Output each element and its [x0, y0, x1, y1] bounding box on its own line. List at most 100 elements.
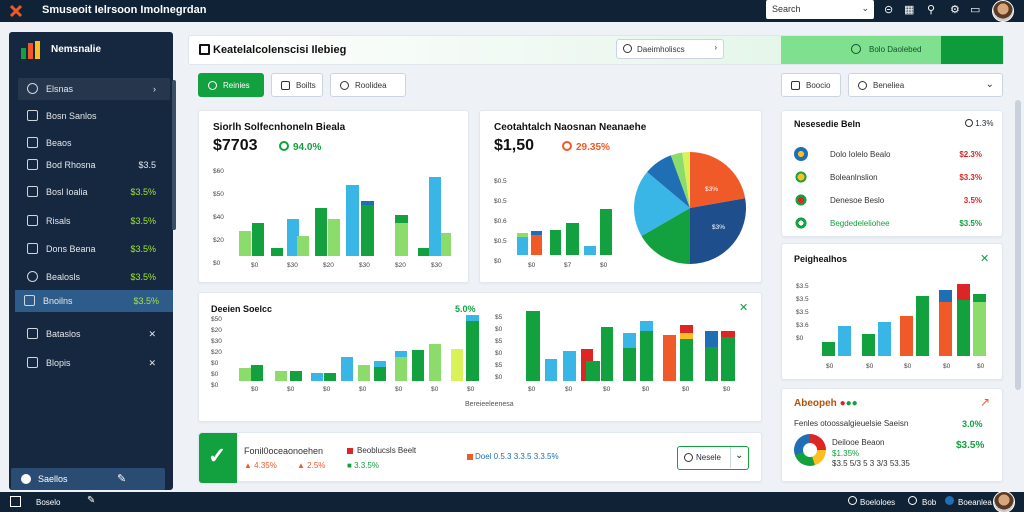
- close-icon[interactable]: ✕: [148, 358, 156, 368]
- sidebar-item-0[interactable]: Elsnas ›: [18, 78, 170, 100]
- sidebar-item-label: Bnoilns: [43, 296, 73, 306]
- y-tick-label: $3.5: [796, 296, 809, 303]
- sales-bar-chart: $60 $50 $40 $20 $0 $0 $30 $20 $30 $20 $30: [213, 168, 451, 269]
- y-tick-label: $0.5: [494, 238, 507, 245]
- pen-icon[interactable]: ✎: [117, 473, 127, 485]
- date-filter-pill[interactable]: Daeimholiscs ›: [616, 39, 724, 59]
- pen-icon[interactable]: ✎: [87, 495, 96, 506]
- pie-slice: [670, 152, 690, 208]
- refresh-button[interactable]: Reinies: [198, 73, 264, 97]
- close-icon[interactable]: ✕: [980, 253, 990, 265]
- sidebar-item-3[interactable]: Bod Rhosna $3.5: [18, 154, 170, 176]
- settings-icon: [21, 474, 31, 484]
- x-tick-label: $0: [977, 363, 985, 370]
- export-button[interactable]: Roolidea: [330, 73, 406, 97]
- filter-select-label: Beneliea: [873, 81, 905, 90]
- sidebar-item-7[interactable]: Bealosls $3.5%: [18, 266, 170, 288]
- sidebar-scrollbar[interactable]: [172, 80, 176, 230]
- page-scrollbar[interactable]: [1015, 100, 1021, 390]
- chat-icon[interactable]: ⊝: [884, 4, 894, 16]
- list-item[interactable]: Denesoe Beslo 3.5%: [794, 192, 994, 210]
- y-tick-label: $0: [213, 260, 221, 267]
- status-banner[interactable]: Bolo Daolebed: [781, 36, 941, 64]
- notification-icon[interactable]: [945, 496, 954, 505]
- sales-value: $7703: [213, 137, 258, 154]
- chart-bar: [957, 284, 970, 300]
- calendar-icon[interactable]: [10, 496, 21, 507]
- circle-icon: [684, 453, 693, 462]
- approach-line-3: $1.35%: [832, 449, 860, 458]
- sidebar-item-9[interactable]: Bataslos ✕: [18, 323, 170, 345]
- chart-bar: [315, 208, 327, 256]
- edit-button[interactable]: Boilts: [271, 73, 323, 97]
- filter-select[interactable]: Beneliea ⌄: [848, 73, 1003, 97]
- date-filter-label: Daeimholiscs: [637, 45, 685, 54]
- metrics-change: 1.3%: [965, 119, 993, 128]
- y-tick-label: $3.5: [796, 309, 809, 316]
- y-tick-label: $0.6: [494, 218, 507, 225]
- chart-bar: [251, 365, 263, 381]
- sales-change-value: 94.0%: [293, 142, 322, 153]
- chart-bar: [680, 325, 693, 333]
- list-item[interactable]: Boleanlnslion $3.3%: [794, 169, 994, 187]
- revenue-change: 29.35%: [562, 141, 610, 153]
- check-circle-icon: [794, 216, 808, 230]
- chart-bar: [721, 331, 735, 337]
- summary-select[interactable]: Nesele ⌄: [677, 446, 749, 470]
- sidebar-item-4[interactable]: Bosl Ioalia $3.5%: [18, 181, 170, 203]
- search-value: Search: [772, 4, 801, 14]
- y-tick-label: $50: [211, 316, 222, 323]
- sidebar-item-6[interactable]: Dons Beana $3.5%: [18, 238, 170, 260]
- chart-bar: [957, 300, 970, 356]
- x-tick-label: $30: [287, 262, 298, 269]
- chart-bar: [640, 331, 653, 381]
- list-item[interactable]: Dolo Iolelo Bealo $2.3%: [794, 146, 994, 164]
- sidebar-header: Nemsnalie: [9, 32, 173, 66]
- table-icon: [27, 357, 38, 368]
- chart-bar: [550, 230, 561, 255]
- pie-slice-label: $3%: [705, 186, 718, 193]
- x-tick-label: $7: [564, 262, 572, 269]
- sidebar-item-5[interactable]: Risals $3.5%: [18, 210, 170, 232]
- chevron-down-icon: ⌄: [985, 79, 994, 90]
- top-bar: Smuseoit Ielrsoon Imolnegrdan Search ⌄ ⊝…: [0, 0, 1024, 22]
- sidebar-item-label: Bosl Ioalia: [46, 187, 88, 197]
- y-tick-label: $5: [495, 338, 503, 345]
- y-tick-label: $20: [211, 327, 222, 334]
- x-tick-label: $0: [943, 363, 951, 370]
- settings-icon[interactable]: [908, 496, 917, 505]
- search-icon[interactable]: ⚲: [927, 4, 936, 16]
- bottom-bar-user: Bob: [922, 498, 937, 507]
- chart-bar: [586, 361, 600, 381]
- chart-bar: [324, 373, 336, 381]
- settings-icon[interactable]: ⚙: [950, 4, 960, 16]
- approach-line-1: Fenles otoossalgieuelsie Saeisn: [794, 419, 909, 428]
- sidebar-item-2[interactable]: Beaos: [18, 132, 170, 154]
- sidebar-item-10[interactable]: Blopis ✕: [18, 352, 170, 374]
- list-item[interactable]: Begdedeleliohee $3.5%: [794, 215, 994, 233]
- y-tick-label: $0.5: [494, 198, 507, 205]
- x-tick-label: $0: [323, 386, 331, 393]
- user-avatar[interactable]: [992, 0, 1014, 22]
- donut-hole: [803, 443, 817, 457]
- x-tick-label: $0: [359, 386, 367, 393]
- print-button[interactable]: Boocio: [781, 73, 841, 97]
- pie-slice: [641, 208, 690, 264]
- page-title: Keatelalcolenscisi Ilebieg: [213, 44, 347, 56]
- pie-slice: [682, 152, 690, 208]
- grid-icon[interactable]: ▦: [904, 4, 915, 16]
- bottom-bar-status: Boeloloes: [860, 498, 896, 507]
- legend-swatch: [467, 454, 473, 460]
- close-icon[interactable]: ✕: [148, 329, 156, 339]
- sidebar-item-1[interactable]: Bosn Sanlos: [18, 105, 170, 127]
- user-avatar[interactable]: [993, 491, 1015, 512]
- sidebar-item-value: $3.5%: [130, 244, 156, 254]
- chart-bar: [973, 294, 986, 302]
- sidebar-item-8[interactable]: Bnoilns $3.5%: [15, 290, 173, 312]
- search-input[interactable]: Search ⌄: [766, 0, 874, 19]
- close-icon[interactable]: ✕: [739, 302, 749, 314]
- summary-check-tile: ✓: [199, 433, 237, 483]
- mail-icon[interactable]: ▭: [970, 4, 981, 16]
- list-item-label: Begdedeleliohee: [830, 219, 890, 228]
- sidebar-footer-button[interactable]: Saellos ✎: [11, 468, 165, 490]
